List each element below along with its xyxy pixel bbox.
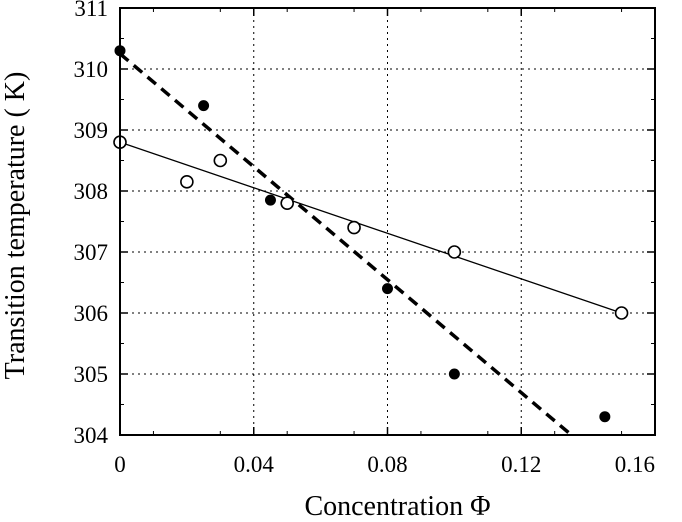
x-tick-label: 0 <box>114 452 126 477</box>
y-tick-label: 305 <box>74 362 109 387</box>
y-tick-label: 306 <box>74 301 109 326</box>
data-points <box>113 45 629 423</box>
y-axis-title: Transition temperature ( K) <box>0 72 31 380</box>
grid-lines <box>120 8 655 435</box>
fit-line-dashed <box>118 52 573 437</box>
open-data-point <box>447 245 462 259</box>
x-tick-label: 0.12 <box>501 452 541 477</box>
fit-lines <box>118 52 622 437</box>
y-tick-label: 310 <box>74 57 109 82</box>
open-data-point <box>347 220 361 235</box>
y-tick-label: 309 <box>74 118 109 143</box>
y-tick-label: 304 <box>74 423 109 448</box>
filled-data-point <box>198 100 210 112</box>
x-tick-label: 0.04 <box>234 452 275 477</box>
y-tick-label: 307 <box>74 240 109 265</box>
open-data-point <box>213 153 228 168</box>
y-tick-label: 311 <box>74 0 108 21</box>
filled-data-point <box>382 283 393 295</box>
plot-frame <box>119 7 656 436</box>
filled-data-point <box>448 368 460 380</box>
open-data-point <box>614 306 629 320</box>
open-data-point <box>180 175 194 189</box>
y-tick-label: 308 <box>74 179 109 204</box>
filled-data-point <box>599 411 611 423</box>
axis-ticks <box>119 7 656 436</box>
filled-data-point <box>264 194 276 206</box>
fit-line-solid <box>119 141 622 314</box>
x-tick-label: 0.16 <box>615 452 655 477</box>
x-axis-title: Concentration Φ <box>304 491 490 522</box>
x-tick-label: 0.08 <box>367 452 407 477</box>
open-data-point <box>280 196 294 210</box>
tick-labels: 0 0.04 0.08 0.12 0.16 304 305 306 307 308 309 310 31… <box>74 0 656 477</box>
